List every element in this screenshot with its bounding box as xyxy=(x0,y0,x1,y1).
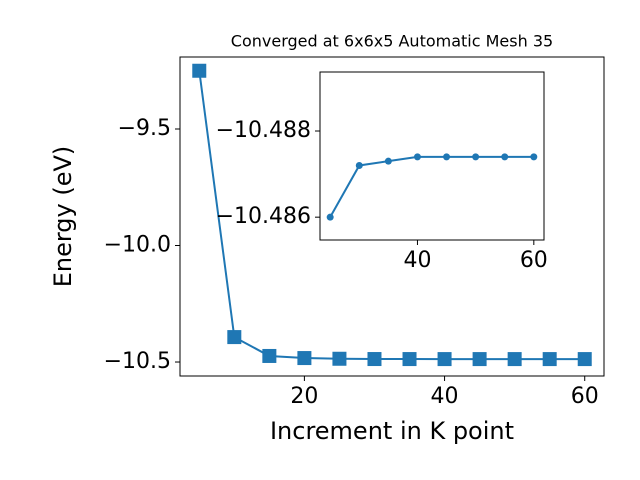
data-point xyxy=(530,153,538,161)
y-tick-label: −10.486 xyxy=(216,204,311,229)
x-tick-label: 60 xyxy=(520,248,548,273)
data-point xyxy=(227,330,242,345)
y-tick-label: −10.0 xyxy=(104,233,171,258)
data-point xyxy=(326,213,334,221)
y-tick-label: −9.5 xyxy=(118,116,171,141)
data-point xyxy=(443,153,451,161)
axes-frame xyxy=(319,71,545,241)
data-point xyxy=(501,153,509,161)
data-point xyxy=(262,348,277,363)
data-point xyxy=(297,351,312,366)
y-axis-label: Energy (eV) xyxy=(49,146,77,288)
data-point xyxy=(577,352,592,367)
x-tick-label: 40 xyxy=(431,384,459,409)
data-point xyxy=(384,157,392,165)
data-point xyxy=(472,352,487,367)
data-point xyxy=(367,352,382,367)
data-point xyxy=(542,352,557,367)
y-tick-label: −10.5 xyxy=(104,349,171,374)
data-point xyxy=(413,153,421,161)
data-point xyxy=(507,352,522,367)
y-tick-label: −10.488 xyxy=(216,118,311,143)
data-point xyxy=(472,153,480,161)
data-point xyxy=(402,352,417,367)
chart-title: Converged at 6x6x5 Automatic Mesh 35 xyxy=(231,32,553,51)
x-tick-label: 60 xyxy=(571,384,599,409)
axes-frame xyxy=(179,56,605,377)
data-point xyxy=(437,352,452,367)
data-line xyxy=(329,155,534,218)
x-axis-label: Increment in K point xyxy=(270,417,514,445)
x-tick-label: 20 xyxy=(290,384,318,409)
data-point xyxy=(192,63,207,78)
data-point xyxy=(355,161,363,169)
data-point xyxy=(332,351,347,366)
x-tick-label: 40 xyxy=(403,248,431,273)
